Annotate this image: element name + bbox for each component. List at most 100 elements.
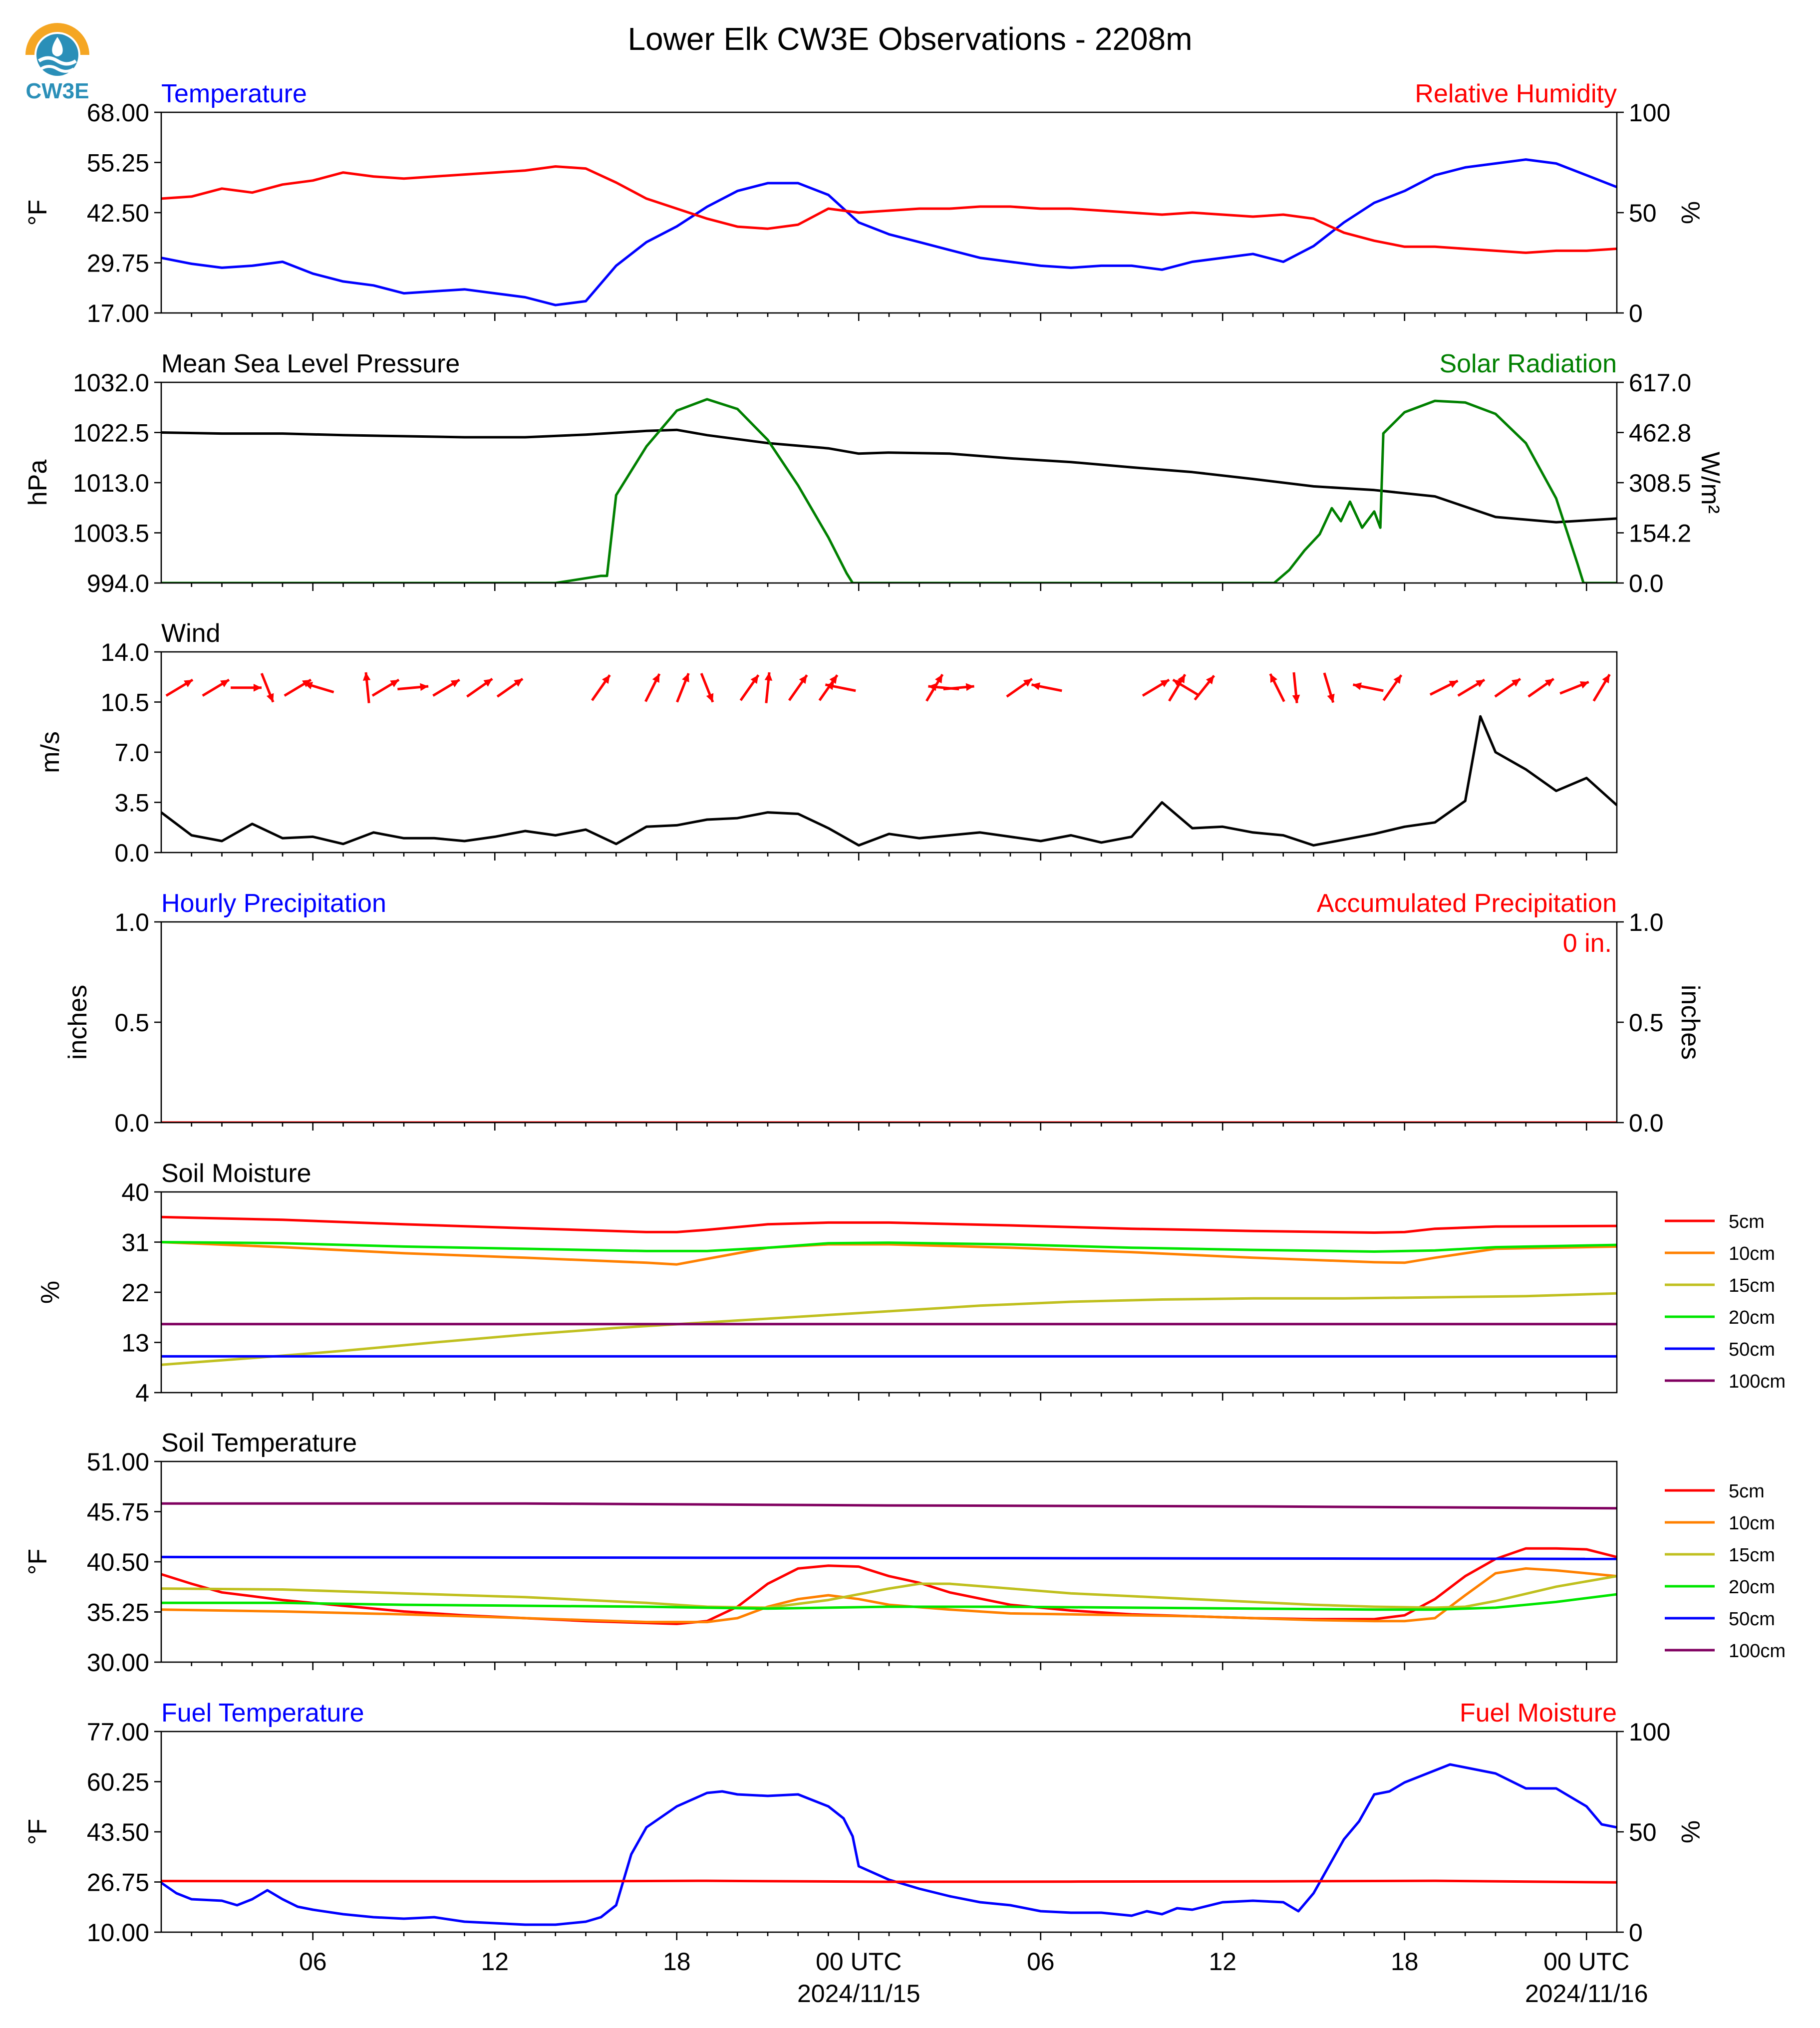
wind-vector bbox=[1527, 677, 1554, 698]
legend-label: 20cm bbox=[1729, 1307, 1775, 1328]
series-line-solar-radiation bbox=[161, 398, 1617, 583]
legend-item-50cm: 50cm bbox=[1665, 1339, 1775, 1360]
panel-title-left: Hourly Precipitation bbox=[161, 889, 386, 918]
wind-vector bbox=[764, 672, 773, 703]
wind-vector bbox=[700, 673, 714, 703]
panel-frame bbox=[160, 111, 1618, 314]
y-tick-label-left: 14.0 bbox=[101, 638, 149, 666]
y-tick-label-left: 35.25 bbox=[87, 1599, 149, 1627]
y-tick-label-right: 0 bbox=[1629, 1919, 1643, 1947]
series-line-relative-humidity bbox=[161, 165, 1617, 254]
series-line-15cm bbox=[161, 1575, 1617, 1609]
wind-vector bbox=[371, 678, 400, 697]
wind-vector bbox=[1172, 678, 1201, 697]
y-axis-label-right: W/m² bbox=[1696, 452, 1725, 514]
y-tick-label-left: 51.00 bbox=[87, 1448, 149, 1476]
y-tick-label-left: 60.25 bbox=[87, 1768, 149, 1796]
wind-vector bbox=[432, 678, 460, 697]
y-axis-label-left: °F bbox=[23, 1549, 52, 1575]
wind-vector bbox=[825, 682, 856, 692]
y-tick-label-left: 40.50 bbox=[87, 1548, 149, 1576]
series-line-10cm bbox=[161, 1241, 1617, 1266]
y-tick-label-left: 1022.5 bbox=[73, 419, 149, 447]
y-axis-label-left: hPa bbox=[23, 460, 52, 506]
wind-vector bbox=[1142, 678, 1170, 697]
y-tick-label-right: 0.0 bbox=[1629, 570, 1664, 597]
wind-vector bbox=[303, 682, 334, 694]
wind-vector bbox=[1494, 677, 1521, 698]
x-date-label: 2024/11/15 bbox=[797, 1980, 920, 2008]
wind-vector bbox=[739, 674, 760, 701]
panel-title-right: Relative Humidity bbox=[1415, 79, 1617, 108]
panel-frame bbox=[160, 1731, 1618, 1933]
wind-vector bbox=[260, 673, 275, 703]
cw3e-logo-text: CW3E bbox=[25, 79, 89, 103]
cw3e-logo: CW3E bbox=[25, 23, 89, 103]
y-axis-label-right: % bbox=[1676, 201, 1705, 224]
series-line-5cm bbox=[161, 1547, 1617, 1625]
legend-item-5cm: 5cm bbox=[1665, 1211, 1765, 1232]
y-tick-label-left: 31 bbox=[121, 1229, 149, 1257]
series-line-20cm bbox=[161, 1241, 1617, 1253]
y-tick-label-right: 617.0 bbox=[1629, 369, 1691, 397]
wind-vector bbox=[1559, 680, 1589, 695]
wind-vector bbox=[1006, 677, 1033, 698]
y-tick-label-right: 100 bbox=[1629, 99, 1670, 127]
panel-title-left: Temperature bbox=[161, 79, 307, 108]
y-tick-label-right: 308.5 bbox=[1629, 469, 1691, 497]
y-tick-label-left: 0.0 bbox=[114, 1109, 149, 1137]
series-line-100cm bbox=[161, 1502, 1617, 1510]
wind-vector bbox=[466, 677, 493, 698]
y-tick-label-left: 10.5 bbox=[101, 689, 149, 717]
panel-title-left: Mean Sea Level Pressure bbox=[161, 349, 460, 378]
y-tick-label-left: 30.00 bbox=[87, 1649, 149, 1677]
y-tick-label-left: 13 bbox=[121, 1329, 149, 1357]
y-tick-label-left: 42.50 bbox=[87, 199, 149, 227]
y-tick-label-right: 0.0 bbox=[1629, 1109, 1664, 1137]
panel-fuel: Fuel Temperature Fuel Moisture 10.00 26.75 4… bbox=[23, 1699, 1705, 1947]
wind-vector bbox=[676, 673, 690, 703]
y-tick-label-left: 994.0 bbox=[87, 570, 149, 597]
wind-vector bbox=[1323, 672, 1335, 703]
legend-label: 5cm bbox=[1729, 1481, 1765, 1502]
legend-item-20cm: 20cm bbox=[1665, 1307, 1775, 1328]
x-tick-label: 18 bbox=[1391, 1948, 1419, 1976]
x-tick-label: 00 UTC bbox=[1543, 1948, 1629, 1976]
y-tick-label-left: 1003.5 bbox=[73, 520, 149, 548]
y-axis-label-right: inches bbox=[1676, 985, 1705, 1060]
wind-vector bbox=[644, 673, 661, 702]
y-tick-label-left: 26.75 bbox=[87, 1869, 149, 1897]
wind-vector bbox=[1292, 672, 1300, 703]
y-axis-label-left: °F bbox=[23, 200, 52, 226]
legend-label: 20cm bbox=[1729, 1577, 1775, 1598]
x-tick-label: 12 bbox=[481, 1948, 509, 1976]
panel-frame bbox=[160, 921, 1618, 1124]
series-line-mean-sea-level-pressure bbox=[161, 428, 1617, 524]
panel-precip: Hourly Precipitation Accumulated Precipit… bbox=[63, 889, 1705, 1137]
panel-frame bbox=[160, 1460, 1618, 1663]
legend-label: 15cm bbox=[1729, 1275, 1775, 1296]
panel-title-right: Accumulated Precipitation bbox=[1317, 889, 1617, 918]
panel-pressure_solar: Mean Sea Level Pressure Solar Radiation 99… bbox=[23, 349, 1725, 597]
legend-label: 5cm bbox=[1729, 1211, 1765, 1232]
y-tick-label-left: 3.5 bbox=[114, 789, 149, 817]
panel-title-right: Solar Radiation bbox=[1439, 349, 1617, 378]
y-tick-label-right: 1.0 bbox=[1629, 908, 1664, 936]
panel-temp_rh: Temperature Relative Humidity 17.00 29.75 42… bbox=[23, 79, 1705, 327]
panel-soil_moisture: Soil Moisture 4 13 22 31 40% 5cm 10cm 15cm 20cm 50… bbox=[36, 1159, 1786, 1407]
y-tick-label-left: 7.0 bbox=[114, 739, 149, 767]
series-line-wind bbox=[161, 715, 1617, 847]
y-tick-label-left: 0.5 bbox=[114, 1009, 149, 1037]
legend-item-100cm: 100cm bbox=[1665, 1371, 1786, 1392]
y-tick-label-right: 50 bbox=[1629, 199, 1657, 227]
wind-vector bbox=[202, 678, 230, 697]
panel-frame bbox=[160, 651, 1618, 854]
series-line-15cm bbox=[161, 1292, 1617, 1366]
panel-soil_temperature: Soil Temperature 30.00 35.25 40.50 45.75 51.0… bbox=[23, 1429, 1786, 1677]
series-line-10cm bbox=[161, 1567, 1617, 1624]
x-tick-label: 00 UTC bbox=[816, 1948, 902, 1976]
panel-title-left: Soil Moisture bbox=[161, 1159, 311, 1188]
series-line-temperature bbox=[161, 158, 1617, 306]
wind-vector bbox=[1194, 675, 1215, 701]
